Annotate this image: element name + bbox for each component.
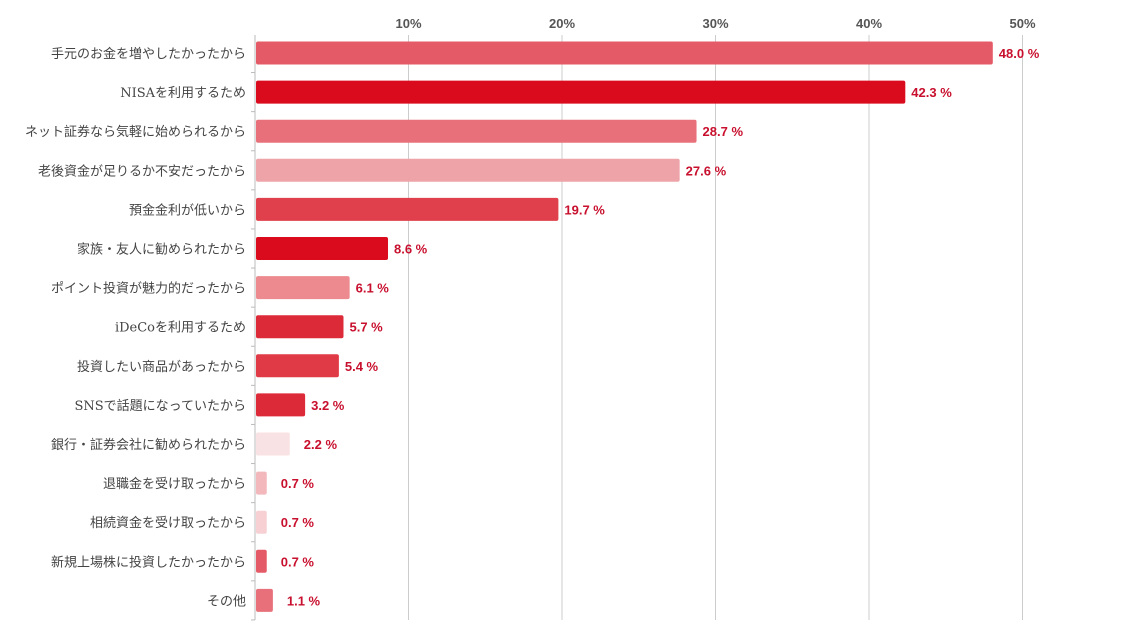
data-label: 0.7 % [281, 476, 315, 491]
data-label: 27.6 % [686, 163, 727, 178]
bar [256, 354, 339, 378]
bar [256, 315, 344, 339]
category-label: 家族・友人に勧められたから [77, 242, 246, 258]
data-label: 28.7 % [703, 124, 744, 139]
bar [256, 471, 267, 495]
data-label: 19.7 % [564, 202, 605, 217]
bar [256, 276, 350, 300]
data-label: 42.3 % [911, 85, 952, 100]
bar [256, 119, 697, 143]
data-label: 6.1 % [356, 281, 390, 296]
category-label: ネット証券なら気軽に始められるから [25, 124, 246, 140]
data-label: 48.0 % [999, 46, 1040, 61]
bar [256, 588, 273, 612]
bar [256, 549, 267, 573]
x-tick-label: 30% [702, 16, 728, 31]
data-label: 0.7 % [281, 515, 315, 530]
category-label: 銀行・証券会社に勧められたから [51, 437, 246, 453]
data-label: 3.2 % [311, 398, 345, 413]
x-tick-label: 20% [549, 16, 575, 31]
category-label: 相続資金を受け取ったから [90, 515, 246, 531]
category-label: 投資したい商品があったから [77, 359, 246, 375]
bar [256, 237, 389, 260]
bar [256, 80, 906, 104]
bar [256, 393, 306, 417]
data-label: 1.1 % [287, 593, 321, 608]
x-tick-label: 50% [1009, 16, 1035, 31]
data-label: 2.2 % [304, 437, 338, 452]
data-label: 0.7 % [281, 554, 315, 569]
bar [256, 510, 267, 534]
bar [256, 197, 559, 221]
data-label: 5.7 % [349, 320, 383, 335]
data-label: 8.6 % [394, 242, 428, 257]
x-tick-label: 40% [856, 16, 882, 31]
category-label: 老後資金が足りるか不安だったから [38, 163, 246, 179]
category-label: 新規上場株に投資したかったから [51, 554, 246, 570]
category-label: 退職金を受け取ったから [103, 476, 246, 492]
category-label: その他 [207, 594, 246, 609]
bar [256, 41, 993, 65]
category-label: 手元のお金を増やしたかったから [51, 46, 246, 62]
bar [256, 432, 290, 456]
data-label: 5.4 % [345, 359, 379, 374]
category-label: iDeCoを利用するため [115, 321, 246, 336]
bar [256, 158, 680, 182]
category-label: SNSで話題になっていたから [74, 398, 246, 414]
x-tick-label: 10% [395, 16, 421, 31]
category-label: 預金金利が低いから [129, 202, 246, 218]
category-label: ポイント投資が魅力的だったから [51, 281, 246, 297]
category-label: NISAを利用するため [120, 86, 246, 101]
